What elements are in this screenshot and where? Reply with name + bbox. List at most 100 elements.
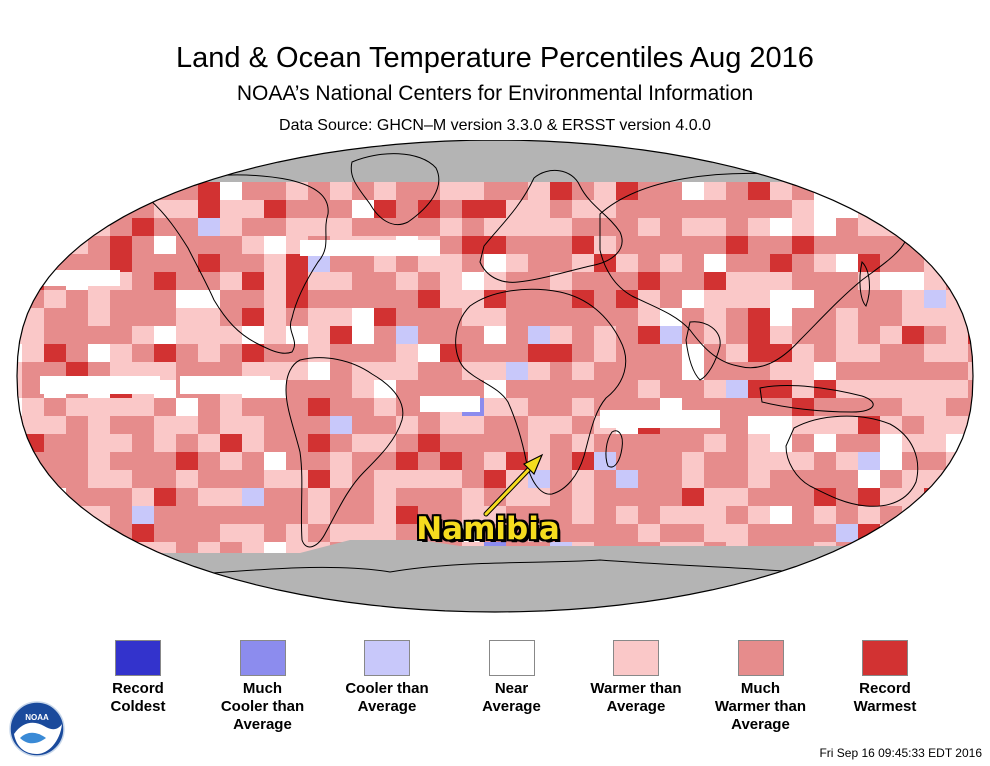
- percentile-cell: [132, 524, 154, 542]
- percentile-cell: [902, 326, 924, 344]
- percentile-cell: [176, 290, 198, 308]
- percentile-cell: [242, 362, 264, 380]
- percentile-cell: [968, 542, 973, 560]
- percentile-cell: [132, 182, 154, 200]
- percentile-cell: [572, 398, 594, 416]
- percentile-cell: [682, 182, 704, 200]
- percentile-cell: [858, 416, 880, 434]
- percentile-cell: [462, 362, 484, 380]
- near-average-band: [300, 240, 440, 256]
- percentile-cell: [572, 200, 594, 218]
- percentile-cell: [616, 254, 638, 272]
- percentile-cell: [308, 362, 330, 380]
- legend-swatch: [862, 640, 908, 676]
- percentile-cell: [374, 362, 396, 380]
- percentile-cell: [286, 326, 308, 344]
- percentile-cell: [396, 452, 418, 470]
- percentile-cell: [242, 326, 264, 344]
- percentile-cell: [528, 470, 550, 488]
- percentile-cell: [594, 326, 616, 344]
- percentile-cell: [396, 470, 418, 488]
- percentile-cell: [968, 218, 973, 236]
- legend-label: Record Coldest: [110, 680, 166, 715]
- percentile-cell: [17, 488, 22, 506]
- percentile-cell: [17, 236, 22, 254]
- europe-outline: [479, 170, 623, 283]
- percentile-cell: [220, 182, 242, 200]
- legend-item: Near Average: [450, 640, 574, 716]
- percentile-cell: [660, 254, 682, 272]
- percentile-cell: [418, 254, 440, 272]
- percentile-cell: [374, 524, 396, 542]
- percentile-cell: [17, 218, 22, 236]
- percentile-cell: [198, 434, 220, 452]
- percentile-cell: [858, 344, 880, 362]
- percentile-cell: [132, 398, 154, 416]
- percentile-cell: [682, 470, 704, 488]
- percentile-cell: [374, 398, 396, 416]
- percentile-cell: [154, 326, 176, 344]
- percentile-cell: [704, 308, 726, 326]
- legend-item: Warmer than Average: [574, 640, 698, 716]
- percentile-cell: [88, 434, 110, 452]
- percentile-cell: [17, 344, 22, 362]
- percentile-cell: [924, 272, 946, 290]
- percentile-cell: [396, 326, 418, 344]
- percentile-cell: [528, 182, 550, 200]
- legend-label: Record Warmest: [853, 680, 917, 715]
- percentile-cell: [484, 470, 506, 488]
- percentile-cell: [198, 488, 220, 506]
- percentile-cell: [748, 416, 770, 434]
- percentile-cell: [858, 452, 880, 470]
- percentile-cell: [330, 308, 352, 326]
- percentile-cell: [154, 416, 176, 434]
- percentile-cell: [220, 488, 242, 506]
- percentile-cell: [858, 470, 880, 488]
- percentile-cell: [902, 218, 924, 236]
- percentile-cell: [792, 452, 814, 470]
- namibia-callout: Namibia: [416, 511, 560, 547]
- percentile-cell: [44, 416, 66, 434]
- percentile-cell: [836, 416, 858, 434]
- percentile-cell: [462, 272, 484, 290]
- percentile-cell: [638, 290, 660, 308]
- percentile-cell: [17, 272, 22, 290]
- legend-item: Much Warmer than Average: [699, 640, 823, 734]
- legend-swatch: [613, 640, 659, 676]
- percentile-cell: [44, 290, 66, 308]
- percentile-cell: [330, 326, 352, 344]
- percentile-cells: [17, 182, 973, 560]
- percentile-cell: [176, 470, 198, 488]
- percentile-cell: [484, 290, 506, 308]
- percentile-cell: [220, 218, 242, 236]
- percentile-cell: [154, 488, 176, 506]
- percentile-cell: [506, 200, 528, 218]
- madagascar-outline: [605, 430, 623, 468]
- percentile-cell: [418, 200, 440, 218]
- percentile-cell: [836, 308, 858, 326]
- percentile-cell: [396, 362, 418, 380]
- percentile-cell: [88, 542, 110, 560]
- percentile-cell: [770, 182, 792, 200]
- percentile-cell: [704, 182, 726, 200]
- percentile-cell: [308, 254, 330, 272]
- percentile-cell: [572, 470, 594, 488]
- map-body: [17, 140, 973, 612]
- percentile-cell: [924, 524, 946, 542]
- percentile-cell: [704, 290, 726, 308]
- percentile-cell: [110, 398, 132, 416]
- percentile-cell: [748, 272, 770, 290]
- percentile-cell: [484, 218, 506, 236]
- percentile-cell: [242, 308, 264, 326]
- percentile-cell: [638, 272, 660, 290]
- percentile-cell: [528, 362, 550, 380]
- percentile-cell: [22, 254, 44, 272]
- percentile-cell: [352, 326, 374, 344]
- percentile-cell: [924, 398, 946, 416]
- percentile-cell: [440, 254, 462, 272]
- percentile-cell: [902, 272, 924, 290]
- percentile-cell: [286, 272, 308, 290]
- percentile-cell: [352, 308, 374, 326]
- percentile-cell: [748, 434, 770, 452]
- percentile-cell: [616, 182, 638, 200]
